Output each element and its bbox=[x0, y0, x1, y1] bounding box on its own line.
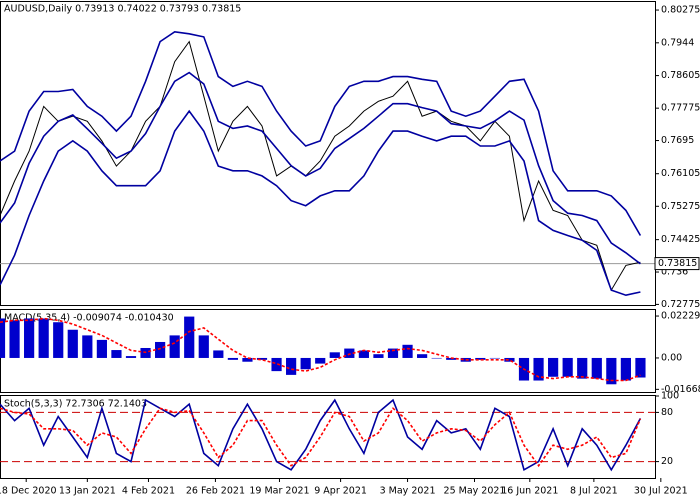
series-line bbox=[0, 71, 641, 265]
macd-bar bbox=[620, 357, 631, 381]
macd-bar bbox=[82, 335, 93, 358]
last-price-label: 0.73815 bbox=[658, 258, 697, 269]
x-tick-label: 13 Jan 2021 bbox=[59, 486, 116, 497]
macd-bar bbox=[533, 357, 544, 381]
macd-bar bbox=[38, 318, 49, 358]
macd-bar bbox=[24, 318, 35, 358]
x-tick-label: 9 Apr 2021 bbox=[314, 486, 367, 497]
macd-bar bbox=[431, 357, 442, 359]
macd-bar bbox=[315, 357, 326, 364]
stoch-header: Stoch(5,3,3) 72.7306 72.1403 bbox=[4, 399, 147, 410]
macd-bar bbox=[606, 357, 617, 385]
x-tick-label: 8 Jul 2021 bbox=[570, 486, 618, 497]
macd-bar bbox=[635, 357, 646, 378]
x-tick-label: 18 Dec 2020 bbox=[0, 486, 57, 497]
macd-bar bbox=[373, 354, 384, 358]
macd-bar bbox=[271, 357, 282, 372]
macd-bar bbox=[155, 341, 166, 358]
macd-bar bbox=[329, 352, 340, 358]
last-price-box bbox=[654, 257, 700, 271]
macd-bar bbox=[96, 339, 107, 358]
macd-bar bbox=[548, 357, 559, 377]
y-tick-label: 0.76105 bbox=[661, 168, 700, 179]
macd-bar bbox=[387, 348, 399, 358]
macd-bar bbox=[242, 357, 253, 362]
x-tick-label: 19 Mar 2021 bbox=[249, 486, 309, 497]
y-tick-label: 0.736 bbox=[661, 267, 688, 278]
macd-bar bbox=[562, 357, 573, 377]
x-tick-label: 3 May 2021 bbox=[380, 486, 436, 497]
y-tick-label: 0.77775 bbox=[661, 103, 700, 114]
x-tick-label: 25 May 2021 bbox=[444, 486, 506, 497]
macd-header: MACD(5,35,4) -0.009074 -0.010430 bbox=[4, 313, 174, 324]
series-line bbox=[0, 317, 641, 382]
price-panel bbox=[0, 1, 656, 306]
y-tick-label: 0.72775 bbox=[661, 299, 700, 310]
series-line bbox=[0, 398, 642, 472]
macd-bar bbox=[9, 320, 20, 358]
y-tick-label: 100 bbox=[661, 391, 679, 402]
series-line bbox=[0, 30, 642, 236]
macd-bar bbox=[111, 350, 122, 358]
y-tick-label: 0.78605 bbox=[661, 70, 700, 81]
x-tick-label: 4 Feb 2021 bbox=[122, 486, 175, 497]
y-tick-label: 20 bbox=[661, 456, 673, 467]
macd-bar bbox=[591, 357, 602, 379]
series-line bbox=[0, 407, 642, 468]
macd-bar bbox=[417, 354, 428, 358]
macd-bar bbox=[198, 335, 209, 358]
series-line bbox=[0, 109, 641, 297]
macd-bar bbox=[402, 344, 413, 358]
macd-bar bbox=[53, 322, 64, 358]
macd-bar bbox=[475, 357, 486, 360]
macd-bar bbox=[577, 357, 588, 379]
macd-bar bbox=[300, 357, 311, 370]
price-header: AUDUSD,Daily 0.73913 0.74022 0.73793 0.7… bbox=[4, 4, 241, 15]
y-tick-label: 0.7695 bbox=[661, 135, 694, 146]
macd-bar bbox=[446, 357, 457, 360]
y-tick-label: 0.7944 bbox=[661, 37, 694, 48]
macd-bar bbox=[125, 356, 137, 358]
y-tick-label: 0.00 bbox=[661, 352, 682, 363]
y-tick-label: 0.74425 bbox=[661, 234, 700, 245]
y-tick-label: 0.75275 bbox=[661, 201, 700, 212]
macd-bar bbox=[489, 357, 500, 359]
macd-bar bbox=[286, 357, 297, 375]
stoch-panel bbox=[0, 395, 656, 479]
x-tick-label: 26 Feb 2021 bbox=[186, 486, 245, 497]
macd-bar bbox=[213, 350, 224, 358]
macd-bar bbox=[227, 357, 238, 360]
macd-bar bbox=[504, 357, 515, 362]
macd-bar bbox=[169, 335, 180, 358]
macd-bar bbox=[67, 329, 78, 358]
macd-bar bbox=[344, 348, 355, 358]
macd-bar bbox=[184, 316, 195, 358]
x-tick-label: 30 Jul 2021 bbox=[634, 486, 688, 497]
macd-bar bbox=[256, 357, 268, 360]
y-tick-label: 80 bbox=[661, 407, 673, 418]
macd-bar bbox=[0, 318, 6, 358]
macd-bar bbox=[358, 350, 369, 358]
y-tick-label: 0.02229 bbox=[661, 311, 700, 322]
y-tick-label: 0.80275 bbox=[661, 5, 700, 16]
y-tick-label: -0.016688 bbox=[661, 384, 700, 395]
x-tick-label: 16 Jun 2021 bbox=[501, 486, 558, 497]
